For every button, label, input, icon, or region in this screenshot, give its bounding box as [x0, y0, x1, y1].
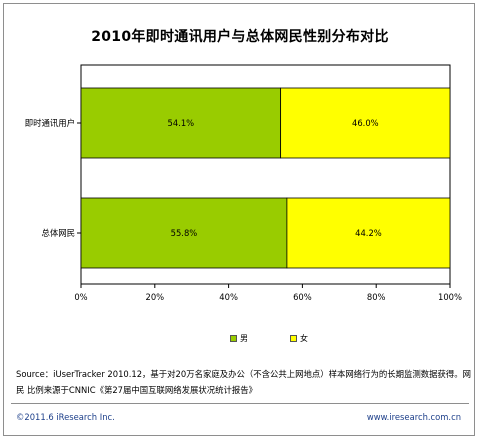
bar-male-0 [80, 87, 282, 159]
x-tick-label-2: 40% [219, 292, 238, 302]
bar-female-0 [280, 87, 451, 159]
x-tick-label-0: 0% [74, 292, 87, 302]
plot-area [80, 64, 451, 285]
bar-male-1 [80, 197, 288, 269]
legend-item-male: 男 [230, 333, 248, 344]
data-label-male-1: 55.8% [171, 228, 198, 238]
legend-swatch-male [230, 335, 237, 342]
x-tick-label-5: 100% [438, 292, 462, 302]
legend-label-male: 男 [240, 334, 248, 343]
legend-swatch-female [290, 335, 297, 342]
data-label-female-0: 46.0% [352, 118, 379, 128]
data-label-female-1: 44.2% [355, 228, 382, 238]
x-tick-label-1: 20% [145, 292, 164, 302]
legend-label-female: 女 [300, 334, 308, 343]
legend-item-female: 女 [290, 333, 308, 344]
bar-female-1 [286, 197, 451, 269]
data-label-male-0: 54.1% [168, 118, 195, 128]
chart-title: 2010年即时通讯用户与总体网民性别分布对比 [91, 29, 389, 45]
category-label-1: 总体网民 [42, 228, 76, 238]
copyright-text: ©2011.6 iResearch Inc. [16, 412, 115, 422]
category-label-0: 即时通讯用户 [25, 118, 75, 128]
footer-divider [11, 403, 469, 404]
x-tick-label-4: 80% [367, 292, 386, 302]
source-note: Source：iUserTracker 2010.12，基于对20万名家庭及办公… [16, 369, 471, 395]
website-text: www.iresearch.com.cn [366, 412, 461, 422]
legend: 男 女 [0, 333, 480, 347]
x-tick-label-3: 60% [293, 292, 312, 302]
